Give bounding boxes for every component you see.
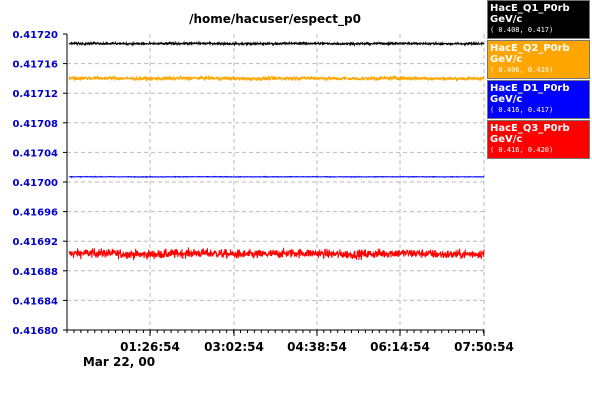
legend-series-name: HacE_Q1_P0rb	[490, 3, 570, 14]
x-tick-label: 01:26:54	[120, 340, 180, 354]
legend: HacE_Q1_P0rb GeV/c( 0.408, 0.417) HacE_Q2_…	[487, 0, 590, 160]
legend-item: HacE_Q3_P0rb GeV/c( 0.416, 0.420)	[487, 120, 590, 159]
axes: 0.41680 0.41684 0.41688 0.41692 0.41696 0.417…	[12, 30, 513, 354]
x-tick-label: 06:14:54	[370, 340, 430, 354]
legend-series-unit: GeV/c	[490, 54, 523, 65]
legend-series-unit: GeV/c	[490, 134, 523, 145]
x-tick-label: 07:50:54	[454, 340, 514, 354]
y-tick-label: 0.41712	[12, 89, 58, 100]
legend-item: HacE_D1_P0rb GeV/c( 0.416, 0.417)	[487, 80, 590, 119]
legend-series-range: ( 0.416, 0.417)	[490, 106, 554, 114]
series-HacE_Q2_P0rb	[68, 74, 485, 83]
y-tick-label: 0.41720	[12, 30, 58, 41]
chart-title: /home/hacuser/espect_p0	[189, 12, 361, 27]
legend-series-name: HacE_D1_P0rb	[490, 83, 570, 94]
y-tick-label: 0.41704	[12, 148, 58, 159]
legend-series-range: ( 0.416, 0.420)	[490, 146, 554, 154]
legend-series-name: HacE_Q2_P0rb	[490, 43, 570, 54]
y-tick-label: 0.41700	[12, 178, 58, 189]
legend-item: HacE_Q2_P0rb GeV/c( 0.406, 0.419)	[487, 40, 590, 79]
legend-series-range: ( 0.408, 0.417)	[490, 26, 554, 34]
legend-series-unit: GeV/c	[490, 14, 523, 25]
legend-series-range: ( 0.406, 0.419)	[490, 66, 554, 74]
plot-series	[68, 40, 485, 261]
legend-series-unit: GeV/c	[490, 94, 523, 105]
x-tick-label: 03:02:54	[204, 340, 264, 354]
legend-item: HacE_Q1_P0rb GeV/c( 0.408, 0.417)	[487, 0, 590, 39]
y-tick-label: 0.41688	[12, 267, 58, 278]
series-HacE_Q3_P0rb	[68, 247, 485, 261]
series-HacE_Q1_P0rb	[68, 40, 485, 47]
y-tick-label: 0.41680	[12, 326, 58, 337]
y-tick-label: 0.41708	[12, 119, 58, 130]
legend-series-name: HacE_Q3_P0rb	[490, 123, 570, 134]
y-tick-label: 0.41684	[12, 296, 58, 307]
y-tick-label: 0.41716	[12, 60, 58, 71]
gridlines	[67, 34, 485, 330]
y-tick-label: 0.41692	[12, 237, 58, 248]
y-tick-label: 0.41696	[12, 208, 58, 219]
series-HacE_D1_P0rb	[68, 175, 485, 179]
x-tick-label: 04:38:54	[287, 340, 347, 354]
x-date-label: Mar 22, 00	[83, 355, 155, 369]
